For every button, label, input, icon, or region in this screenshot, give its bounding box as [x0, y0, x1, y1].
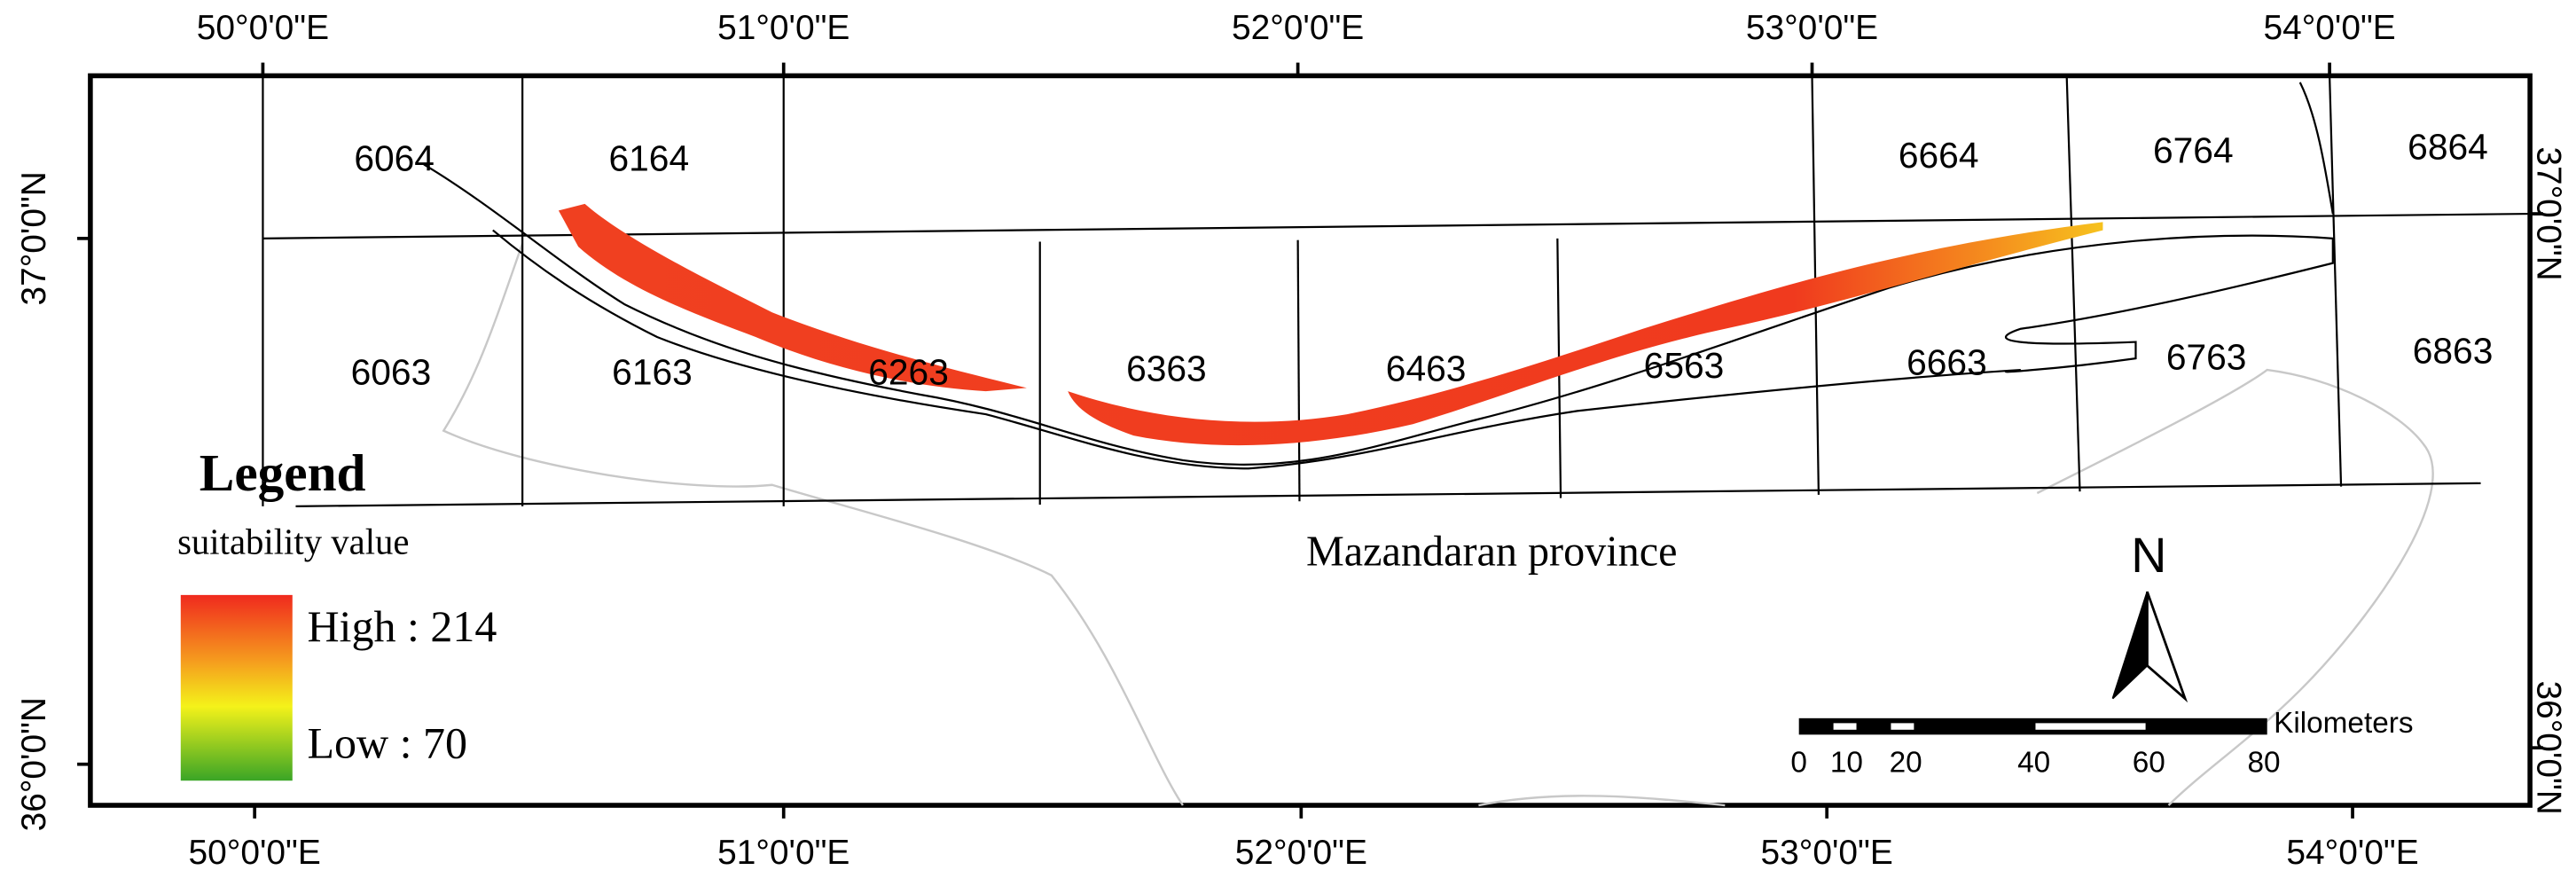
sheet-label: 6363: [1126, 349, 1207, 389]
scale-label: 20: [1890, 747, 1922, 780]
province-label: Mazandaran province: [1306, 528, 1677, 575]
longitude-label: 51°0'0"E: [717, 834, 850, 872]
latitude-label: 36°0'0"N: [2529, 680, 2567, 814]
longitude-label: 54°0'0"E: [2263, 9, 2395, 47]
scale-label: 80: [2247, 747, 2280, 780]
scale-label: 10: [1830, 747, 1863, 780]
longitude-label: 52°0'0"E: [1235, 834, 1367, 872]
sheet-label: 6563: [1644, 345, 1725, 386]
longitude-label: 53°0'0"E: [1746, 9, 1878, 47]
sheet-label: 6263: [868, 351, 949, 392]
sheet-label: 6664: [1899, 135, 1979, 176]
sheet-label: 6164: [608, 138, 689, 179]
sheet-label: 6764: [2153, 129, 2234, 170]
latitude-label: 36°0'0"N: [15, 697, 53, 831]
legend-high: High : 214: [307, 601, 497, 651]
longitude-label: 52°0'0"E: [1232, 9, 1364, 47]
scale-label: 40: [2017, 747, 2050, 780]
frame-ticks: [77, 62, 2543, 819]
sheet-label: 6863: [2413, 330, 2494, 371]
province-boundary: [442, 243, 2434, 807]
legend-subtitle: suitability value: [177, 522, 409, 562]
sheet-label: 6463: [1386, 349, 1467, 389]
longitude-label: 54°0'0"E: [2286, 834, 2418, 872]
sheet-label: 6064: [354, 138, 435, 179]
suitability-band: [558, 203, 2103, 446]
scale-bar: [1798, 717, 2267, 735]
latitude-label: 37°0'0"N: [15, 171, 53, 305]
legend-title: Legend: [200, 443, 366, 502]
scale-unit: Kilometers: [2274, 707, 2413, 740]
legend-ramp: [180, 594, 293, 781]
scale-label: 60: [2133, 747, 2165, 780]
sheet-label: 6163: [612, 351, 693, 392]
longitude-label: 53°0'0"E: [1761, 834, 1893, 872]
sheet-label: 6864: [2408, 127, 2488, 168]
sheet-label: 6663: [1907, 341, 1987, 382]
legend-low: Low : 70: [307, 718, 467, 768]
north-label: N: [2131, 528, 2166, 583]
longitude-label: 50°0'0"E: [189, 834, 321, 872]
longitude-label: 50°0'0"E: [197, 9, 329, 47]
latitude-label: 37°0'0"N: [2529, 146, 2567, 280]
scale-label: 0: [1790, 747, 1807, 780]
sheet-label: 6063: [351, 351, 432, 392]
north-arrow: [2146, 591, 2188, 703]
coastline: [423, 82, 2334, 470]
sheet-label: 6763: [2166, 337, 2247, 378]
longitude-label: 51°0'0"E: [717, 9, 850, 47]
